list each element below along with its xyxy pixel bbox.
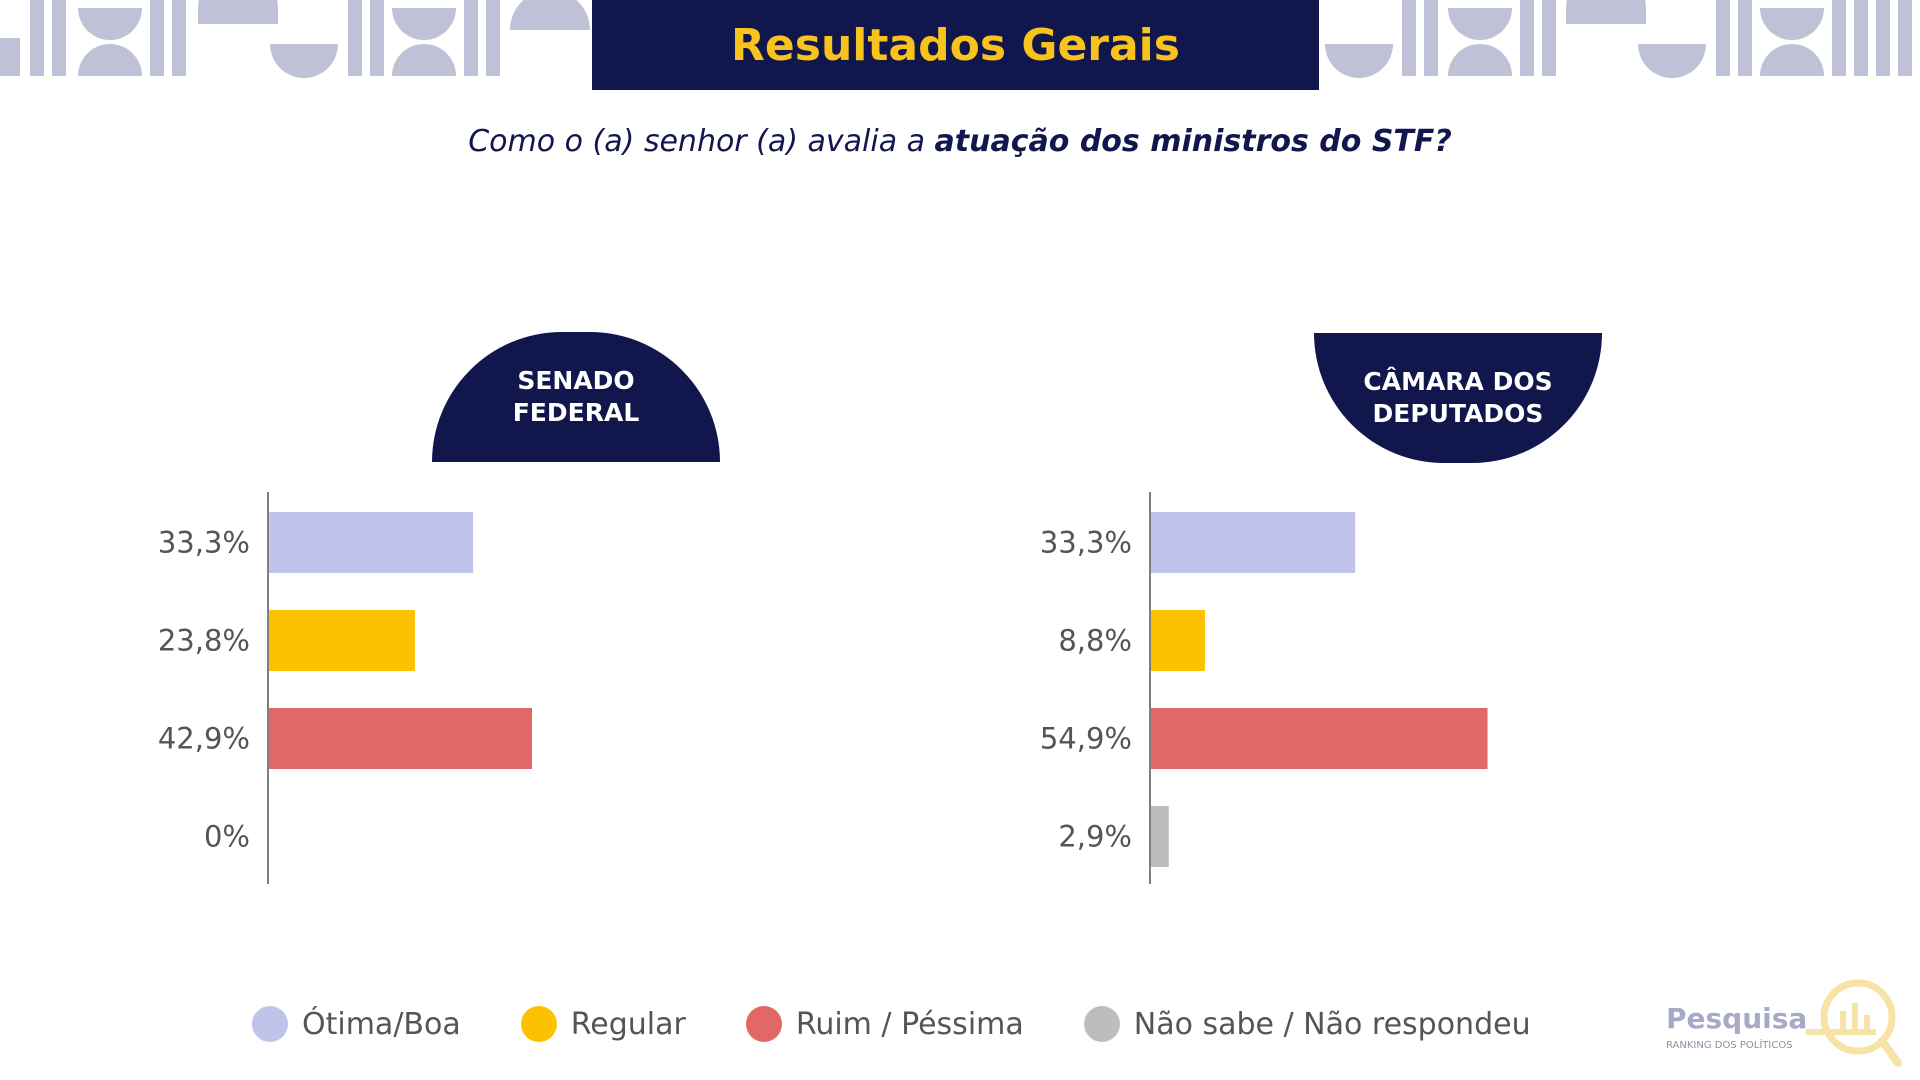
logo-subtitle: RANKING DOS POLÍTICOS <box>1666 1040 1793 1051</box>
page-title: Resultados Gerais <box>731 19 1180 71</box>
survey-question: Como o (a) senhor (a) avalia a atuação d… <box>0 124 1920 159</box>
legend-label: Regular <box>570 1006 686 1042</box>
legend-swatch <box>252 1006 288 1042</box>
legend-swatch <box>520 1006 557 1042</box>
senado-value-label-ruim-pessima: 42,9% <box>158 722 250 756</box>
question-text: Como o (a) senhor (a) avalia a <box>468 124 935 159</box>
senado-value-label-otima-boa: 33,3% <box>158 526 250 560</box>
legend-label: Não sabe / Não respondeu <box>1133 1006 1531 1042</box>
question-bold-text: atuação dos ministros do STF? <box>934 124 1452 159</box>
camara-value-label-ruim-pessima: 54,9% <box>1040 722 1132 756</box>
camara-bar-nao-sabe <box>1151 806 1169 867</box>
camara-bar-otima-boa <box>1151 512 1356 573</box>
decorative-pattern-right <box>1325 0 1912 78</box>
senado-title: SENADO FEDERAL <box>512 366 640 427</box>
senado-value-label-regular: 23,8% <box>158 624 250 658</box>
camara-value-label-regular: 8,8% <box>1058 624 1132 658</box>
senado-bar-regular <box>269 610 415 671</box>
legend-item-nao-sabe: Não sabe / Não respondeu <box>1083 1006 1531 1042</box>
legend-swatch <box>745 1006 782 1042</box>
legend-label: Ótima/Boa <box>302 1006 461 1042</box>
title-banner: Resultados Gerais <box>592 0 1319 90</box>
legend-swatch <box>1083 1006 1120 1042</box>
senado-bar-otima-boa <box>269 512 474 573</box>
camara-title: CÂMARA DOS DEPUTADOS <box>1363 367 1553 428</box>
decorative-pattern-left <box>0 0 590 78</box>
legend: Ótima/Boa Regular Ruim / Péssima Não sab… <box>252 1000 1591 1048</box>
camara-bar-ruim-pessima <box>1151 708 1488 769</box>
legend-item-ruim-pessima: Ruim / Péssima <box>745 1006 1024 1042</box>
legend-item-otima-boa: Ótima/Boa <box>252 1006 461 1042</box>
magnifier-chart-icon <box>1806 979 1902 1067</box>
camara-value-label-otima-boa: 33,3% <box>1040 526 1132 560</box>
camara-value-label-nao-sabe: 2,9% <box>1058 820 1132 854</box>
pesquisa-logo: Pesquisa RANKING DOS POLÍTICOS <box>1664 975 1914 1070</box>
camara-bar-regular <box>1151 610 1205 671</box>
senado-value-label-nao-sabe: 0% <box>204 820 250 854</box>
legend-label: Ruim / Péssima <box>795 1006 1024 1042</box>
legend-item-regular: Regular <box>520 1006 686 1042</box>
logo-title: Pesquisa <box>1666 1002 1808 1035</box>
senado-bar-ruim-pessima <box>269 708 532 769</box>
